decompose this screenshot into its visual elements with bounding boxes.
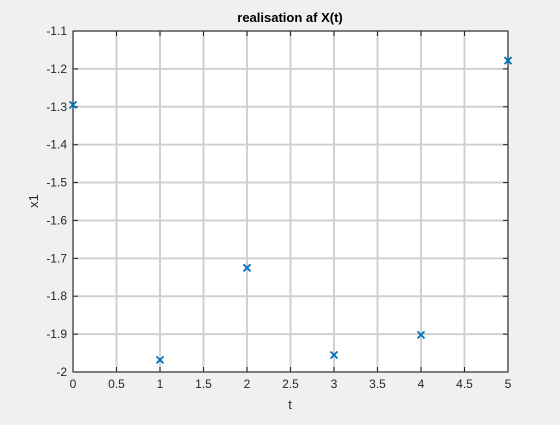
marker-stroke: [155, 355, 165, 365]
x-tick-label: 3: [331, 377, 338, 391]
y-tick-label: -1.3: [46, 100, 67, 114]
y-tick-label: -1.5: [46, 176, 67, 190]
data-point: [155, 355, 165, 365]
marker-stroke: [416, 330, 426, 340]
x-tick-label: 5: [505, 377, 512, 391]
marker-stroke: [242, 263, 252, 272]
y-tick-label: -1.1: [46, 24, 67, 38]
marker-stroke: [329, 350, 339, 360]
x-tick-label: 0.5: [108, 377, 125, 391]
x-axis-title: t: [288, 397, 292, 412]
y-tick-label: -2: [56, 365, 67, 379]
data-point: [242, 263, 252, 272]
y-tick-label: -1.2: [46, 62, 67, 76]
y-tick-label: -1.4: [46, 138, 67, 152]
data-point: [503, 56, 513, 65]
x-tick-label: 4.5: [456, 377, 473, 391]
x-tick-label: 1: [157, 377, 164, 391]
marker-stroke: [503, 56, 513, 65]
x-tick-label: 0: [70, 377, 77, 391]
x-tick-label: 3.5: [369, 377, 386, 391]
y-tick-label: -1.9: [46, 327, 67, 341]
y-axis-title: x1: [26, 194, 41, 208]
marker-stroke: [68, 100, 78, 110]
data-markers: [68, 56, 513, 365]
data-point: [68, 100, 78, 110]
data-point: [329, 350, 339, 360]
x-tick-label: 4: [418, 377, 425, 391]
y-tick-label: -1.8: [46, 289, 67, 303]
y-tick-label: -1.7: [46, 251, 67, 265]
chart-title: realisation af X(t): [237, 10, 342, 25]
x-tick-label: 2.5: [282, 377, 299, 391]
data-point: [416, 330, 426, 340]
y-tick-label: -1.6: [46, 213, 67, 227]
x-tick-label: 2: [244, 377, 251, 391]
x-tick-label: 1.5: [195, 377, 212, 391]
ticks: 0 0.5 1 1.5 2 2.5 3 3.5 4 4.5 5 -1.1 -1.2 -1.3 -1.4 -1.…: [46, 24, 511, 391]
